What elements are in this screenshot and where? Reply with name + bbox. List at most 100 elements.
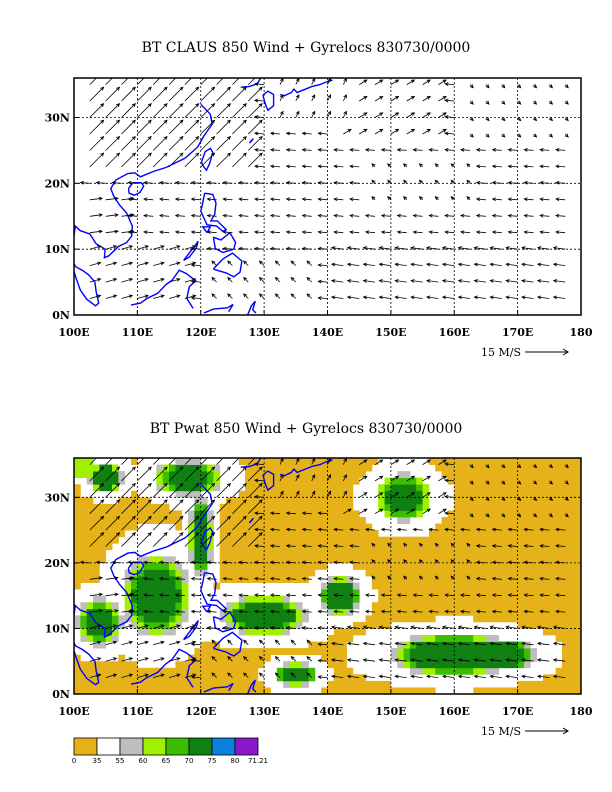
wind-arrow bbox=[536, 674, 550, 679]
wind-arrow bbox=[301, 544, 312, 548]
wind-arrow bbox=[158, 230, 170, 235]
wind-arrow bbox=[105, 640, 118, 646]
wind-arrow bbox=[174, 180, 185, 185]
wind-arrow bbox=[216, 532, 232, 547]
wind-arrow bbox=[346, 279, 360, 283]
wind-arrow bbox=[539, 164, 550, 169]
lon-tick-label: 150E bbox=[375, 326, 406, 339]
wind-arrow bbox=[211, 276, 217, 283]
wind-arrow bbox=[342, 110, 347, 118]
wind-arrow bbox=[469, 464, 474, 469]
wind-arrow bbox=[269, 544, 281, 548]
wind-arrow bbox=[410, 246, 423, 250]
wind-arrow bbox=[469, 513, 474, 518]
wind-arrow bbox=[105, 86, 121, 102]
wind-arrow bbox=[475, 164, 486, 169]
wind-arrow bbox=[410, 658, 423, 662]
wind-arrow bbox=[200, 499, 216, 514]
wind-arrow bbox=[127, 180, 138, 185]
wind-arrow bbox=[317, 180, 328, 185]
wind-arrow bbox=[206, 197, 217, 202]
wind-arrow bbox=[349, 609, 360, 614]
wind-arrow bbox=[555, 164, 566, 169]
wind-arrow bbox=[349, 213, 360, 218]
wind-arrow bbox=[343, 128, 352, 135]
wind-arrow bbox=[190, 560, 201, 565]
wind-arrow bbox=[555, 180, 566, 185]
wind-arrow bbox=[317, 246, 328, 251]
panel-title-pwat: BT Pwat 850 Wind + Gyrelocs 830730/0000 bbox=[149, 421, 463, 437]
lat-tick-label: 0N bbox=[52, 309, 70, 322]
wind-arrow bbox=[425, 641, 439, 646]
wind-arrow bbox=[539, 544, 550, 548]
wind-arrow bbox=[285, 148, 296, 152]
wind-arrow bbox=[333, 527, 344, 532]
wind-arrow bbox=[200, 86, 216, 102]
wind-arrow bbox=[89, 609, 104, 613]
wind-arrow bbox=[222, 609, 233, 614]
wind-arrow bbox=[306, 655, 312, 662]
wind-arrow bbox=[333, 164, 344, 169]
wind-arrow bbox=[306, 260, 312, 266]
wind-arrow bbox=[89, 229, 104, 234]
wind-arrow bbox=[89, 482, 105, 498]
wind-arrow bbox=[418, 163, 423, 168]
wind-arrow bbox=[473, 641, 486, 646]
wind-arrow bbox=[380, 527, 391, 532]
wind-arrow bbox=[489, 279, 502, 283]
wind-arrow bbox=[111, 560, 122, 565]
wind-arrow bbox=[406, 95, 416, 102]
wind-arrow bbox=[552, 641, 566, 646]
wind-arrow bbox=[184, 482, 200, 498]
wind-arrow bbox=[536, 246, 550, 250]
wind-arrow bbox=[301, 230, 312, 235]
wind-arrow bbox=[521, 262, 534, 267]
wind-arrow bbox=[105, 78, 113, 85]
lon-tick-label: 140E bbox=[312, 705, 343, 718]
wind-arrow bbox=[555, 609, 566, 614]
wind-arrow bbox=[253, 131, 265, 136]
wind-arrow bbox=[211, 260, 217, 266]
wind-arrow bbox=[444, 230, 455, 235]
wind-arrow bbox=[89, 196, 103, 201]
wind-arrow bbox=[216, 78, 224, 85]
wind-arrow bbox=[200, 482, 216, 498]
wind-arrow bbox=[425, 279, 439, 283]
wind-arrow bbox=[105, 103, 121, 118]
wind-arrow bbox=[200, 532, 216, 547]
wind-arrow bbox=[450, 575, 455, 580]
wind-arrow bbox=[301, 131, 312, 136]
wind-arrow bbox=[548, 496, 554, 502]
wind-arrow bbox=[269, 626, 281, 630]
wind-arrow bbox=[216, 515, 232, 531]
wind-arrow bbox=[79, 560, 90, 565]
wind-arrow bbox=[539, 180, 550, 185]
wind-arrow bbox=[422, 492, 431, 498]
wind-arrow bbox=[349, 576, 360, 581]
wind-arrow bbox=[491, 180, 502, 185]
wind-arrow bbox=[362, 262, 376, 267]
wind-arrow bbox=[459, 593, 471, 598]
wind-arrow bbox=[153, 261, 165, 266]
wind-arrow bbox=[507, 230, 518, 235]
wind-arrow bbox=[317, 197, 328, 202]
wind-arrow bbox=[371, 559, 376, 564]
wind-arrow bbox=[422, 112, 431, 118]
wind-arrow bbox=[374, 112, 384, 118]
wind-arrow bbox=[184, 86, 200, 102]
wind-arrow bbox=[564, 496, 569, 502]
wind-arrow bbox=[168, 278, 181, 283]
wind-arrow bbox=[216, 482, 232, 498]
wind-arrow bbox=[438, 95, 447, 102]
wind-arrow bbox=[89, 515, 105, 531]
wind-arrow bbox=[243, 639, 249, 646]
wind-arrow bbox=[105, 196, 119, 201]
wind-arrow bbox=[374, 128, 384, 135]
wind-arrow bbox=[362, 641, 376, 646]
wind-arrow bbox=[390, 112, 400, 118]
wind-arrow bbox=[378, 625, 391, 630]
wind-arrow bbox=[243, 276, 249, 283]
wind-arrow bbox=[362, 625, 376, 630]
colorbar-swatch bbox=[165, 737, 190, 756]
wind-arrow bbox=[285, 164, 296, 169]
